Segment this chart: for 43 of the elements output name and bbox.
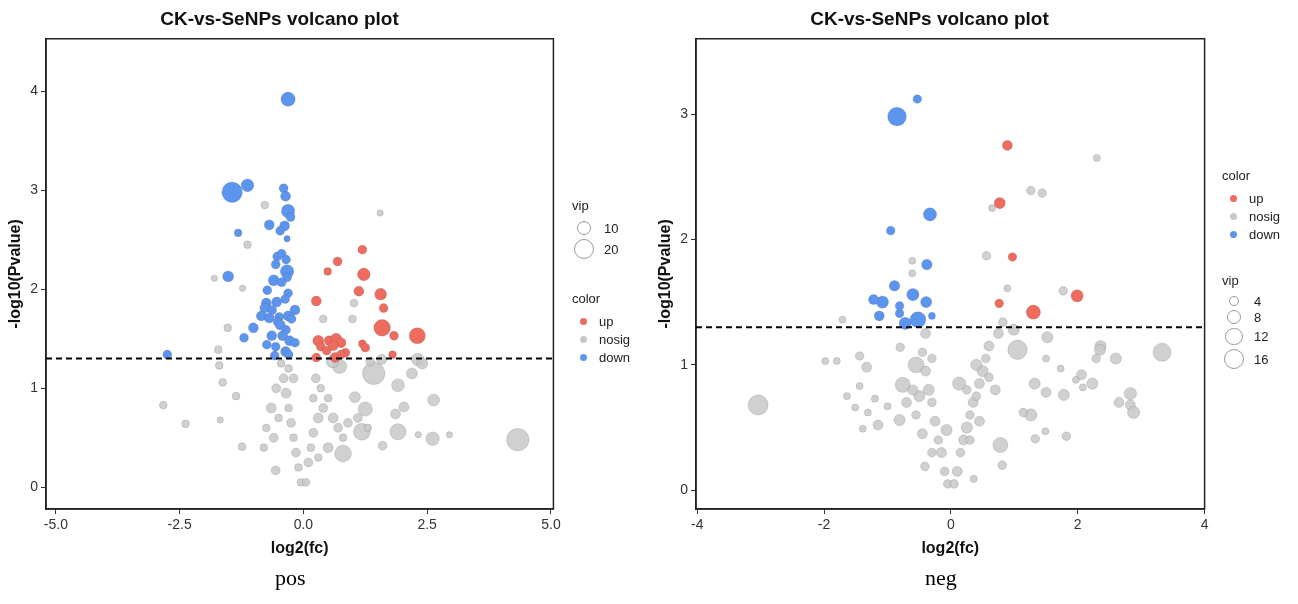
x-tick-label: 2.5 xyxy=(417,516,438,533)
y-tick-label: 1 xyxy=(680,355,689,372)
legend-title: color xyxy=(572,291,602,307)
y-tick-label: 2 xyxy=(680,230,689,247)
chart-title: CK-vs-SeNPs volcano plot xyxy=(810,7,1050,29)
legend-label: nosig xyxy=(599,331,631,347)
y-tick-label: 1 xyxy=(30,379,39,396)
y-tick-label: 0 xyxy=(30,478,39,495)
x-tick-label: 5.0 xyxy=(541,516,561,533)
x-tick-label: -5.0 xyxy=(43,516,69,533)
x-tick-label: -4 xyxy=(691,516,704,533)
y-tick-label: 0 xyxy=(680,481,689,498)
x-tick-label: -2 xyxy=(817,516,831,533)
legend-label: down xyxy=(599,349,631,365)
x-tick-label: -2.5 xyxy=(167,516,192,533)
legend-label: 16 xyxy=(1254,351,1269,367)
x-axis-title: log2(fc) xyxy=(270,538,329,556)
y-axis-title: -log10(Pvalue) xyxy=(6,219,24,329)
legend-title: color xyxy=(1222,168,1252,183)
text: vip xyxy=(572,198,590,213)
x-tick-label: 0 xyxy=(947,516,956,533)
legend-label: down xyxy=(1249,226,1281,242)
chart-title: CK-vs-SeNPs volcano plot xyxy=(160,7,400,29)
legend-label: 8 xyxy=(1254,309,1262,325)
legend-label: nosig xyxy=(1249,208,1281,224)
text: vip xyxy=(1222,273,1240,288)
text: neg xyxy=(925,565,957,591)
x-axis-title: log2(fc) xyxy=(921,538,980,556)
y-tick-label: 2 xyxy=(30,280,39,297)
text: pos xyxy=(275,565,306,591)
legend-label: 12 xyxy=(1254,329,1269,345)
y-axis-title: -log10(Pvalue) xyxy=(656,219,674,329)
legend-label: 10 xyxy=(604,220,619,236)
x-tick-label: 2 xyxy=(1073,516,1082,533)
legend-label: 4 xyxy=(1254,293,1262,309)
legend-label: up xyxy=(599,313,614,329)
x-tick-label: 4 xyxy=(1200,516,1209,533)
legend-label: up xyxy=(1249,190,1264,206)
y-tick-label: 3 xyxy=(30,181,39,198)
y-tick-label: 4 xyxy=(30,82,39,99)
x-tick-label: 0.0 xyxy=(293,516,314,533)
y-tick-label: 3 xyxy=(680,104,689,121)
legend-label: 20 xyxy=(604,241,619,257)
